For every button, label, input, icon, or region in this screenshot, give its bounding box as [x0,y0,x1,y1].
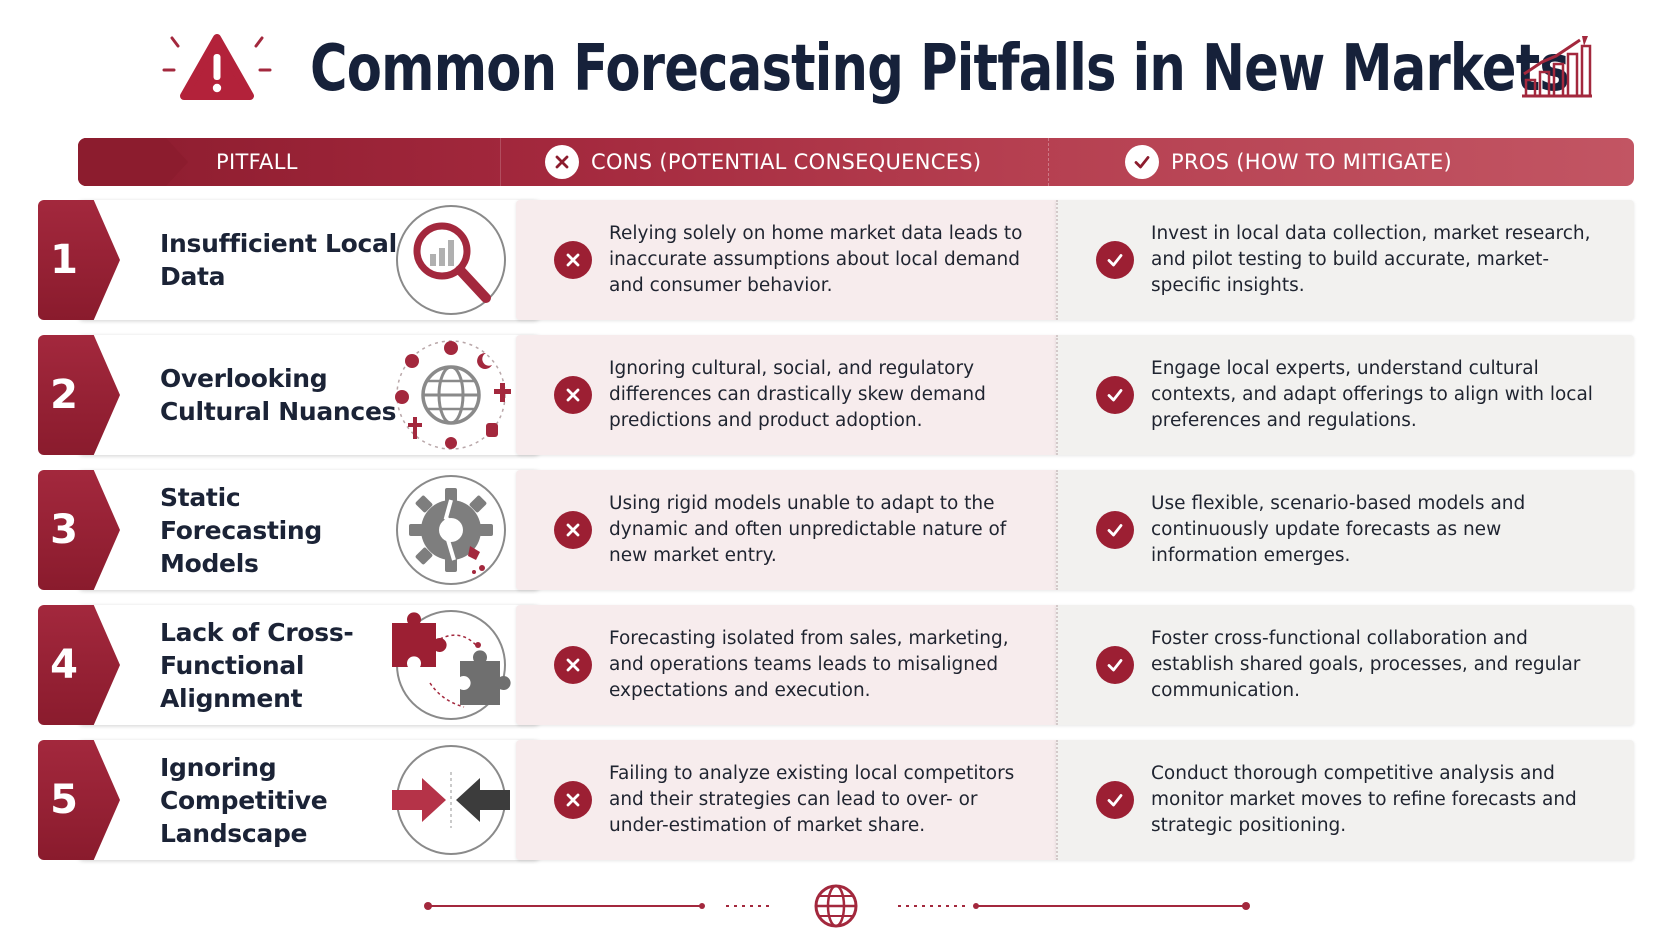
x-circle-icon [554,376,592,414]
x-circle-icon [545,145,579,179]
pitfall-name: Overlooking Cultural Nuances [160,364,397,426]
table-row: Overlooking Cultural Nuances 2 Ignoring … [38,335,1634,455]
pros-text: Engage local experts, understand cultura… [1151,358,1593,431]
pros-cell: Invest in local data collection, market … [1056,200,1634,320]
growth-chart-icon [1522,36,1592,98]
cons-text: Using rigid models unable to adapt to th… [609,493,1007,566]
pitfall-name: Insufficient Local Data [160,229,397,291]
pros-text: Foster cross-functional collaboration an… [1151,628,1581,701]
cons-text: Relying solely on home market data leads… [609,223,1023,296]
pitfall-name: Ignoring Competitive Landscape [160,752,328,848]
globe-cultural-symbols-icon [395,340,511,450]
table-row: Ignoring Competitive Landscape 5 Failing… [38,740,1634,860]
row-number: 2 [50,372,78,418]
warning-icon [162,34,272,100]
header-pitfall-label: PITFALL [216,150,298,174]
row-number: 4 [50,642,78,688]
pros-text: Invest in local data collection, market … [1151,223,1591,296]
check-circle-icon [1096,376,1134,414]
pros-cell: Foster cross-functional collaboration an… [1056,605,1634,725]
check-circle-icon [1125,145,1159,179]
pros-cell: Engage local experts, understand cultura… [1056,335,1634,455]
header-cons-label: CONS (POTENTIAL CONSEQUENCES) [591,150,982,174]
row-number: 1 [50,237,78,283]
globe-icon [814,884,858,928]
pros-cell: Use flexible, scenario-based models and … [1056,470,1634,590]
row-number: 3 [50,507,78,553]
header-pros-label: PROS (HOW TO MITIGATE) [1171,150,1453,174]
broken-gear-icon [396,475,506,585]
pros-text: Use flexible, scenario-based models and … [1151,493,1526,566]
x-circle-icon [554,646,592,684]
header-arrow-decoration [78,138,188,186]
x-circle-icon [554,781,592,819]
pitfall-card: Ignoring Competitive Landscape [78,740,540,860]
footer-divider [424,884,1250,928]
pitfall-name: Static Forecasting Models [160,482,323,578]
cons-text: Failing to analyze existing local compet… [609,763,1015,836]
table-header: PITFALL CONS (POTENTIAL CONSEQUENCES) PR… [78,138,1634,186]
x-circle-icon [554,241,592,279]
pitfall-card: Static Forecasting Models [78,470,540,590]
header-pitfall: PITFALL [78,138,500,186]
cons-text: Ignoring cultural, social, and regulator… [609,358,986,431]
opposing-arrows-icon [392,745,510,855]
check-circle-icon [1096,511,1134,549]
row-number: 5 [50,777,78,823]
cons-cell: Forecasting isolated from sales, marketi… [516,605,1056,725]
header-cons: CONS (POTENTIAL CONSEQUENCES) [500,138,1040,186]
x-circle-icon [554,511,592,549]
cons-cell: Relying solely on home market data leads… [516,200,1056,320]
cons-cell: Using rigid models unable to adapt to th… [516,470,1056,590]
pitfall-card: Insufficient Local Data [78,200,540,320]
puzzle-pieces-icon [392,610,511,720]
check-circle-icon [1096,241,1134,279]
table-row: Insufficient Local Data 1 Relying solely… [38,200,1634,320]
title-row: Common Forecasting Pitfalls in New Marke… [0,0,1672,128]
cons-cell: Failing to analyze existing local compet… [516,740,1056,860]
pitfall-card: Lack of Cross-Functional Alignment [78,605,540,725]
cons-text: Forecasting isolated from sales, marketi… [609,628,1009,701]
pitfall-card: Overlooking Cultural Nuances [78,335,540,455]
magnifier-bar-chart-icon [396,205,506,315]
cons-cell: Ignoring cultural, social, and regulator… [516,335,1056,455]
pitfall-name: Lack of Cross-Functional Alignment [160,617,354,713]
pros-text: Conduct thorough competitive analysis an… [1151,763,1577,836]
check-circle-icon [1096,646,1134,684]
page-title: Common Forecasting Pitfalls in New Marke… [310,32,1570,106]
table-row: Lack of Cross-Functional Alignment 4 For… [38,605,1634,725]
pros-cell: Conduct thorough competitive analysis an… [1056,740,1634,860]
table-row: Static Forecasting Models 3 Usin [38,470,1634,590]
check-circle-icon [1096,781,1134,819]
header-pros: PROS (HOW TO MITIGATE) [1048,138,1634,186]
